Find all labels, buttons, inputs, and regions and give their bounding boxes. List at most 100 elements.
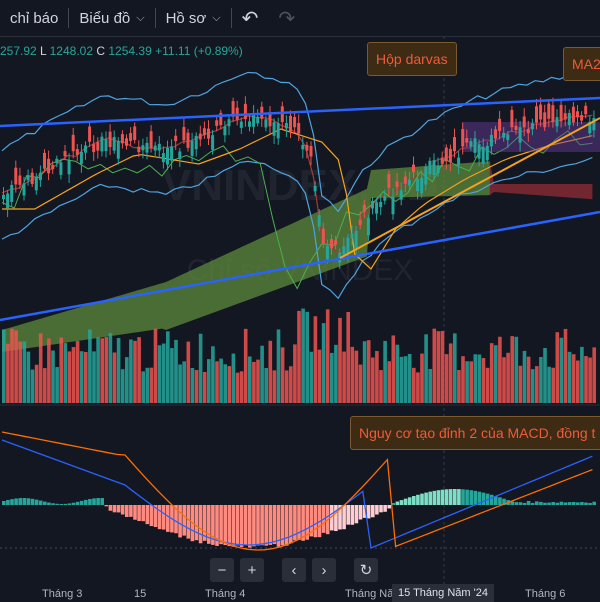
candle-body [559, 104, 563, 122]
ma20-callout[interactable]: MA20 [563, 47, 600, 81]
candle-body [18, 175, 22, 185]
candle-body [194, 135, 198, 150]
volume-bar [219, 358, 223, 403]
candle-body [248, 121, 251, 127]
candle-body [256, 116, 260, 124]
volume-bar [465, 361, 469, 403]
volume-bar [264, 367, 268, 403]
candle-body [592, 118, 596, 131]
macd-histogram-bar [567, 502, 572, 505]
candle-body [223, 126, 227, 136]
volume-bar [424, 334, 428, 403]
scroll-right-button[interactable]: › [312, 558, 336, 582]
volume-bar [489, 343, 494, 403]
candle-body [330, 239, 333, 249]
volume-bar [129, 339, 133, 403]
candle-body [424, 166, 428, 185]
macd-histogram-bar [34, 499, 39, 505]
volume-bar [317, 349, 322, 403]
crosshair-date-label: 15 Tháng Năm '24 [392, 584, 494, 602]
macd-histogram-bar [219, 505, 223, 545]
volume-bar [235, 372, 240, 403]
candle-body [284, 123, 288, 129]
macd-histogram-bar [547, 502, 551, 505]
macd-histogram-bar [116, 505, 121, 513]
volume-bar [354, 350, 359, 403]
reset-icon[interactable]: ↻ [354, 558, 378, 582]
volume-bar [514, 336, 519, 403]
redo-icon[interactable]: ↷ [278, 7, 296, 30]
candle-body [34, 177, 38, 191]
candle-body [465, 138, 469, 143]
volume-bar [14, 330, 18, 403]
volume-bar [321, 323, 326, 403]
candle-body [547, 103, 551, 119]
indicators-button[interactable]: chỉ báo [0, 0, 68, 36]
volume-bar [22, 341, 27, 403]
volume-bar [391, 335, 396, 403]
volume-bar [215, 361, 219, 403]
candle-body [219, 112, 223, 126]
darvas-box-callout[interactable]: Hộp darvas [367, 42, 457, 76]
macd-callout[interactable]: Nguy cơ tạo đỉnh 2 của MACD, đồng t [350, 416, 600, 450]
volume-bar [84, 351, 88, 403]
candle-body [88, 126, 92, 142]
volume-bar [194, 370, 199, 403]
candle-body [535, 106, 538, 123]
candle-body [129, 133, 133, 141]
volume-bar [59, 337, 63, 403]
macd-histogram-bar [399, 500, 404, 505]
volume-bar [440, 330, 445, 403]
volume-bar [518, 365, 523, 403]
candle-body [145, 142, 149, 153]
volume-bar [63, 343, 68, 403]
candle-body [428, 160, 432, 175]
volume-bar [301, 308, 305, 403]
volume-bar [342, 351, 346, 403]
chart-navigation: − + ‹ › ↻ [210, 558, 378, 582]
candle-body [371, 200, 374, 209]
candle-body [567, 112, 571, 126]
candle-body [354, 230, 358, 248]
bollinger-lower-band [1, 156, 593, 300]
candle-body [506, 134, 510, 140]
profile-menu-label: Hồ sơ [165, 9, 207, 27]
volume-bar [133, 340, 137, 403]
price-chart[interactable]: VNINDEX, 1DChỉ số VNINDEX [0, 36, 600, 586]
volume-bar [47, 338, 51, 403]
macd-histogram-bar [551, 502, 555, 505]
candle-body [498, 118, 502, 131]
undo-icon[interactable]: ↶ [241, 7, 259, 30]
macd-histogram-bar [272, 505, 277, 545]
volume-bar [375, 351, 379, 403]
volume-bar [256, 359, 260, 403]
macd-histogram-bar [477, 491, 482, 505]
chart-menu-button[interactable]: Biểu đồ ⌵ [69, 0, 154, 36]
macd-histogram-bar [428, 491, 432, 505]
macd-histogram-bar [26, 498, 31, 505]
macd-histogram-bar [440, 489, 445, 505]
candle-body [530, 123, 534, 130]
ichimoku-cloud-bullish [2, 161, 490, 352]
volume-bar [34, 364, 39, 403]
macd-histogram-bar [424, 492, 428, 505]
volume-bar [448, 343, 453, 403]
volume-bar [592, 347, 596, 403]
candle-body [379, 201, 383, 208]
volume-bar [563, 328, 568, 403]
macd-histogram-bar [366, 505, 371, 519]
volume-bar [190, 368, 195, 403]
bollinger-upper-band [1, 67, 593, 213]
candle-body [38, 172, 42, 181]
zoom-in-button[interactable]: + [240, 558, 264, 582]
scroll-left-button[interactable]: ‹ [282, 558, 306, 582]
candle-body [407, 179, 411, 186]
macd-histogram-bar [88, 499, 92, 505]
zoom-out-button[interactable]: − [210, 558, 234, 582]
profile-menu-button[interactable]: Hồ sơ ⌵ [156, 0, 231, 36]
candle-body [112, 136, 116, 151]
volume-bar [289, 366, 293, 403]
candle-body [301, 144, 305, 150]
orange-trendline [339, 117, 600, 259]
macd-histogram-bar [178, 505, 182, 538]
